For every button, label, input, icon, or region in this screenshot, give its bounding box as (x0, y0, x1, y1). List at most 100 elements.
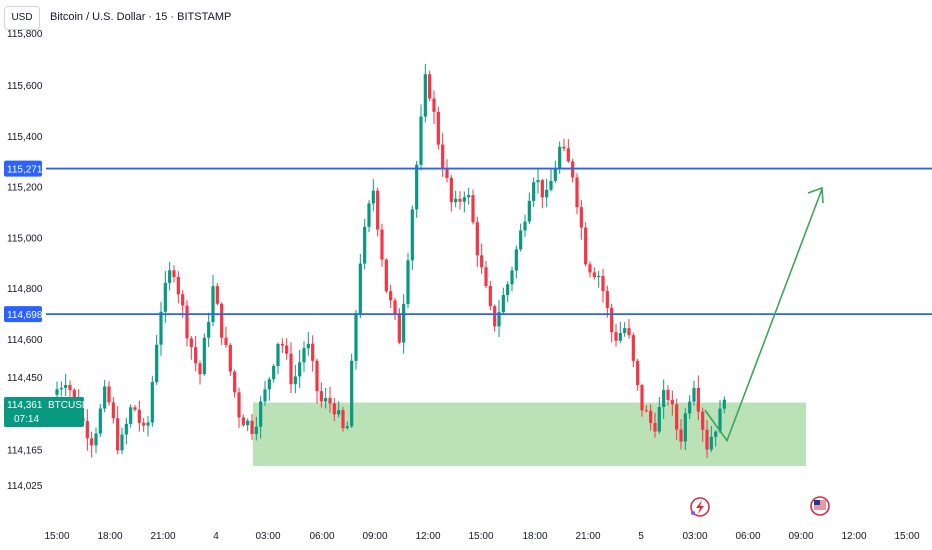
candle-body (254, 426, 258, 435)
candle-body (627, 328, 631, 336)
candle-body (224, 337, 228, 345)
candle-body (64, 385, 68, 388)
candle-body (332, 403, 336, 415)
candle-body (246, 420, 250, 426)
time-tick-label: 21:00 (575, 531, 600, 542)
time-tick-label: 09:00 (788, 531, 813, 542)
candle-body (194, 347, 198, 364)
candlestick-series (55, 63, 726, 459)
candle-body (98, 408, 102, 434)
current-price-symbol: BTCUSD (48, 400, 89, 411)
candle-body (675, 404, 679, 430)
candle-body (124, 423, 128, 435)
candle-body (666, 389, 670, 400)
current-price-value: 114,361 (7, 400, 43, 411)
candle-body (575, 177, 579, 208)
candle-body (389, 291, 393, 301)
candle-body (263, 389, 267, 402)
time-tick-label: 4 (213, 531, 219, 542)
candle-body (423, 74, 427, 117)
horizontal-levels (42, 167, 932, 316)
candle-body (458, 198, 462, 202)
candle-body (536, 180, 540, 183)
candle-body (150, 382, 154, 423)
candle-body (376, 190, 380, 230)
candle-body (272, 366, 276, 380)
candle-body (402, 303, 406, 343)
time-tick-label: 15:00 (894, 531, 919, 542)
candle-body (55, 389, 59, 395)
candle-body (432, 98, 436, 112)
time-tick-label: 06:00 (735, 531, 760, 542)
candle-body (146, 422, 150, 426)
candle-body (497, 312, 501, 327)
chart-header: USD Bitcoin / U.S. Dollar · 15 · BITSTAM… (0, 0, 932, 30)
candle-body (185, 305, 189, 339)
current-price-tag-box (4, 397, 84, 427)
candle-body (267, 379, 271, 390)
candle-body (384, 259, 388, 292)
candle-body (688, 401, 692, 414)
candle-body (679, 429, 683, 442)
projection-path (704, 188, 823, 443)
time-tick-label: 12:00 (841, 531, 866, 542)
support-price-tag: 114,698 (7, 310, 43, 321)
candle-body (406, 260, 410, 304)
symbol-title: Bitcoin / U.S. Dollar · 15 · BITSTAMP (50, 11, 232, 23)
candle-body (549, 180, 553, 190)
candle-body (371, 190, 375, 204)
price-tick-label: 114,600 (7, 335, 43, 346)
candle-body (276, 343, 280, 367)
candle-body (441, 144, 445, 169)
candle-body (380, 229, 384, 260)
candle-body (233, 371, 237, 393)
candle-body (103, 386, 107, 409)
candle-body (311, 343, 315, 361)
candle-body (722, 399, 726, 409)
candle-body (558, 146, 562, 170)
candle-body (618, 332, 622, 341)
candle-body (419, 116, 423, 165)
candle-body (94, 433, 98, 446)
demand-zone-layer (253, 402, 806, 466)
flash-bolt-icon (696, 500, 704, 514)
candle-body (280, 343, 284, 346)
candle-body (436, 111, 440, 145)
candle-body (657, 407, 661, 432)
resistance-price-tag: 115,271 (7, 165, 43, 176)
candle-body (176, 277, 180, 295)
candle-body (90, 438, 94, 446)
price-axis: 115,600 115,400 115,200 115,000 114,800 114,6… (0, 29, 46, 550)
currency-button[interactable]: USD (4, 6, 40, 30)
candle-body (354, 313, 358, 361)
time-tick-label: 03:00 (682, 531, 707, 542)
candle-body (709, 436, 713, 450)
candle-body (610, 307, 614, 333)
flag-canton (814, 500, 820, 505)
candle-body (566, 148, 570, 162)
price-tick-label: 115,000 (7, 233, 43, 244)
candle-body (670, 399, 674, 405)
candle-body (237, 392, 241, 418)
candle-body (644, 410, 648, 412)
candle-body (319, 391, 323, 402)
sparkle-dot-icon (691, 511, 695, 515)
candle-body (350, 360, 354, 427)
candle-body (367, 203, 371, 227)
candle-body (545, 189, 549, 198)
candle-body (220, 303, 224, 338)
resistance-price-tag-box (4, 160, 42, 177)
candle-body (449, 177, 453, 203)
candle-body (705, 429, 709, 450)
candle-body (129, 407, 133, 424)
candle-body (614, 332, 618, 341)
candle-body (142, 422, 146, 426)
candle-body (133, 407, 137, 410)
event-markers (690, 496, 830, 517)
price-axis-background (0, 30, 46, 550)
candle-body (462, 197, 466, 202)
candle-body (168, 270, 172, 283)
price-tick-label: 114,800 (7, 284, 43, 295)
price-labels: 115,271 114,698 114,361 BTCUSD 07:14 (4, 160, 89, 427)
